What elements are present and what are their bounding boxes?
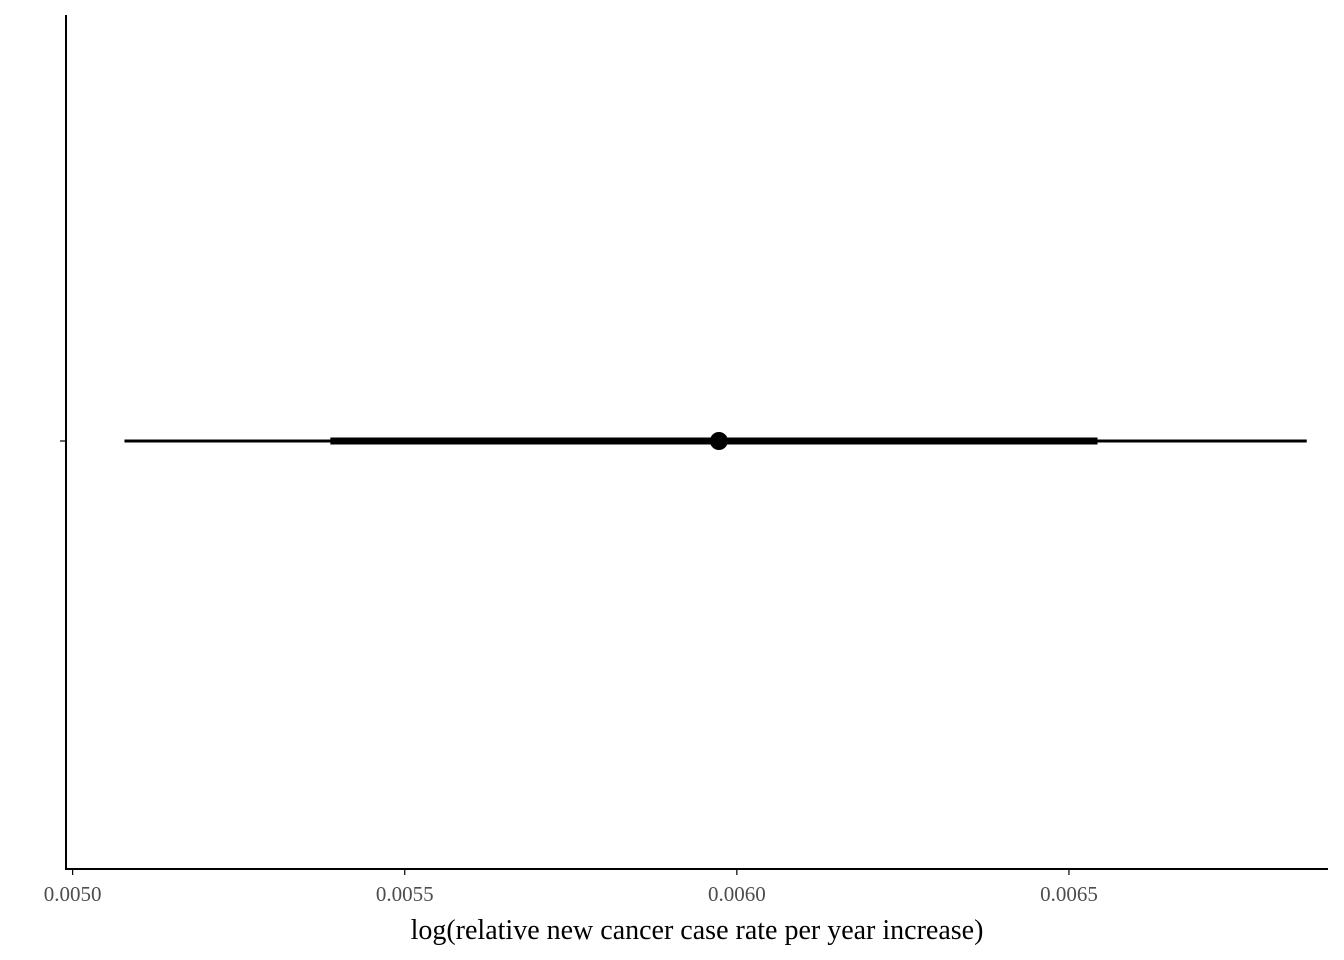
point-estimate: [709, 432, 728, 450]
x-tick-label: 0.0050: [44, 882, 102, 906]
x-axis-title: log(relative new cancer case rate per ye…: [411, 915, 984, 946]
x-axis-ticks: 0.0050 0.0055 0.0060 0.0065: [44, 869, 1098, 906]
axes: 0.0050 0.0055 0.0060 0.0065: [44, 15, 1328, 906]
x-tick-label: 0.0055: [376, 882, 434, 906]
interval-marks: [124, 432, 1307, 450]
x-tick-label: 0.0060: [708, 882, 766, 906]
x-tick-label: 0.0065: [1040, 882, 1098, 906]
